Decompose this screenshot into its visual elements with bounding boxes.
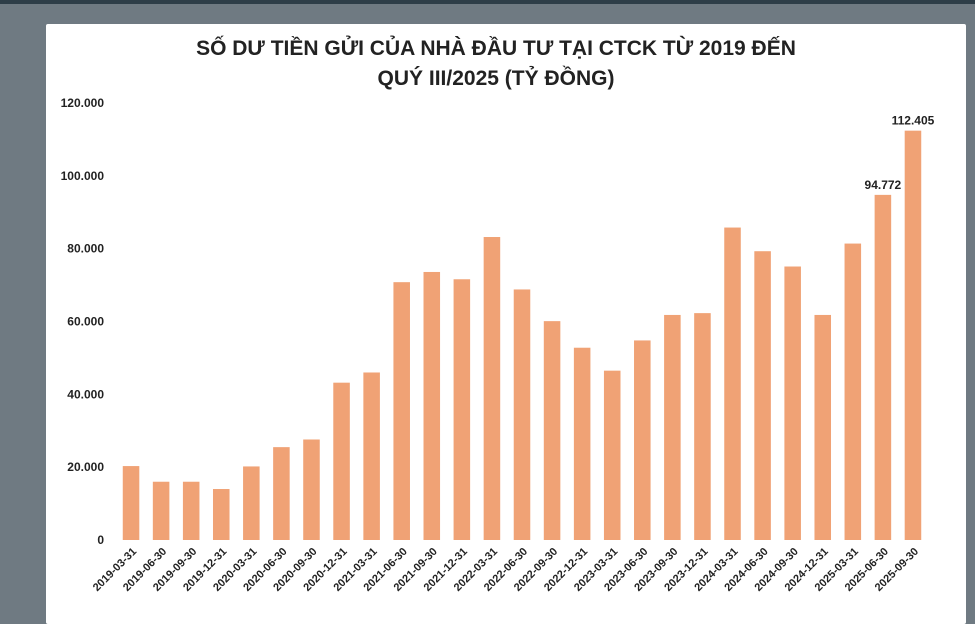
- y-tick-label: 100.000: [61, 169, 105, 183]
- bar: [363, 372, 380, 540]
- bar: [303, 439, 320, 540]
- chart-title: SỐ DƯ TIỀN GỬI CỦA NHÀ ĐẦU TƯ TẠI CTCK T…: [46, 34, 946, 94]
- bar: [212, 489, 230, 540]
- bar: [844, 243, 862, 540]
- y-tick-label: 120.000: [61, 96, 105, 110]
- bar: [603, 370, 621, 540]
- bar: [182, 481, 200, 540]
- bar: [333, 382, 350, 540]
- bar: [664, 314, 681, 540]
- bar: [122, 466, 140, 540]
- y-tick-label: 80.000: [67, 242, 104, 256]
- bar: [814, 314, 832, 540]
- bar: [423, 271, 441, 540]
- bar: [513, 289, 531, 540]
- bar: [152, 481, 170, 540]
- chart-title-line-1: SỐ DƯ TIỀN GỬI CỦA NHÀ ĐẦU TƯ TẠI CTCK T…: [196, 37, 796, 60]
- bar: [874, 194, 892, 541]
- bar: [784, 266, 801, 540]
- bar: [393, 282, 410, 540]
- bar: [243, 466, 260, 540]
- data-label: 94.772: [865, 178, 902, 192]
- y-tick-label: 60.000: [67, 315, 104, 329]
- chart-title-line-2: QUÝ III/2025 (TỶ ĐỒNG): [377, 67, 615, 90]
- bar: [573, 347, 591, 540]
- bar: [754, 251, 771, 541]
- data-label: 112.405: [892, 114, 935, 128]
- bar: [904, 130, 922, 541]
- y-tick-label: 0: [97, 533, 104, 547]
- bar: [453, 279, 471, 540]
- bar: [634, 340, 651, 540]
- y-tick-label: 40.000: [67, 387, 104, 401]
- bar: [273, 447, 290, 540]
- bar: [483, 237, 501, 540]
- top-strip: [0, 0, 975, 4]
- bar: [724, 227, 741, 541]
- bar: [694, 313, 711, 540]
- y-tick-label: 20.000: [67, 460, 104, 474]
- bar: [543, 321, 561, 540]
